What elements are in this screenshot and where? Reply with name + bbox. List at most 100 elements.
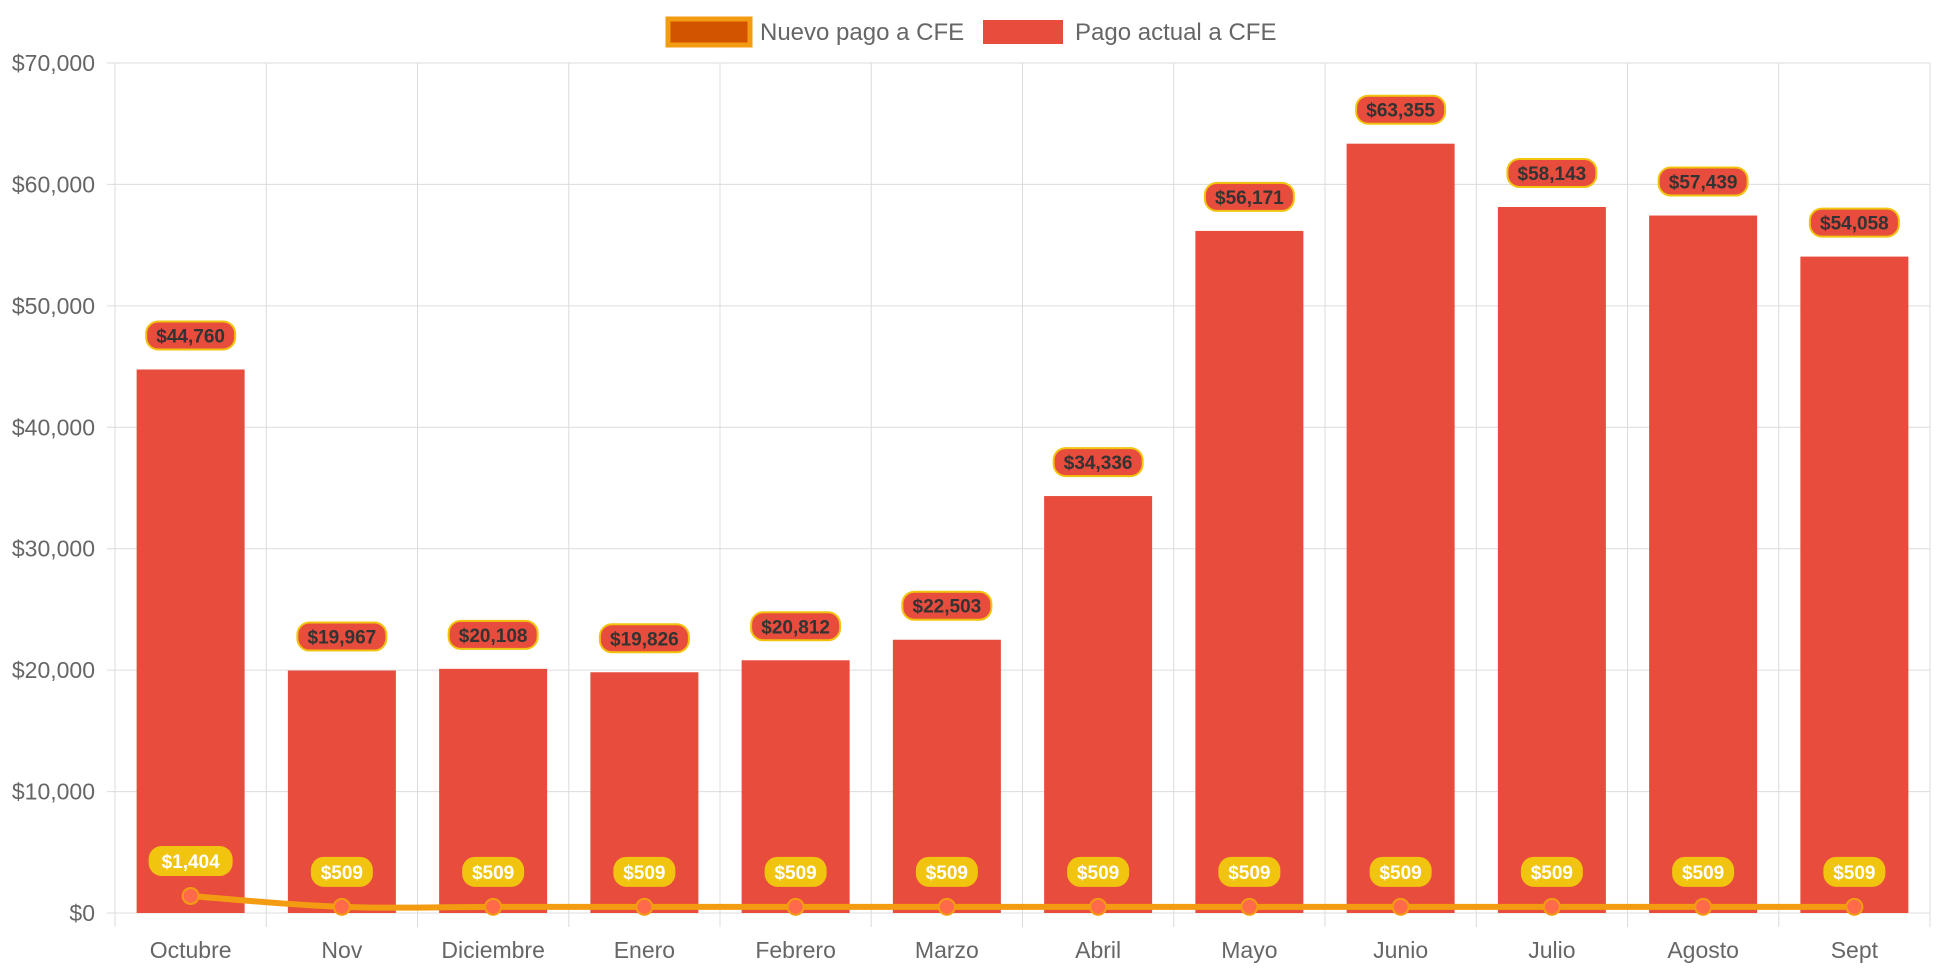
line-point[interactable] (1089, 897, 1108, 916)
bar-label-text: $58,143 (1518, 164, 1587, 185)
bar-label-text: $20,108 (459, 626, 528, 647)
x-tick-label: Sept (1831, 937, 1879, 963)
bar-label-badge (901, 590, 993, 621)
line-label-text: $509 (321, 863, 363, 884)
line-point[interactable] (635, 897, 654, 916)
bar-label-text: $57,439 (1669, 173, 1738, 194)
line-point[interactable] (1845, 897, 1864, 916)
bar-value-label: $54,058 (1808, 207, 1900, 238)
legend-item-pago-actual[interactable]: Pago actual a CFE (983, 19, 1276, 46)
line-label-text: $509 (1228, 863, 1270, 884)
bar[interactable] (1346, 143, 1455, 914)
bar-label-text: $20,812 (761, 617, 830, 638)
bar[interactable] (1649, 215, 1758, 913)
line-label-badge (1067, 856, 1130, 887)
x-tick-label: Marzo (915, 937, 979, 963)
line-label-badge (1218, 856, 1281, 887)
line-point[interactable] (181, 886, 200, 905)
line-point[interactable] (332, 897, 351, 916)
line-point[interactable] (1391, 897, 1410, 916)
bar[interactable] (1800, 256, 1909, 913)
line-value-label: $1,404 (148, 845, 233, 876)
line-label-text: $509 (623, 863, 665, 884)
line-value-label: $509 (613, 856, 676, 887)
bar-value-label: $20,812 (750, 611, 842, 642)
line-label-text: $509 (1379, 863, 1421, 884)
legend-label-pago-actual: Pago actual a CFE (1075, 19, 1276, 46)
y-tick-label: $60,000 (12, 171, 95, 197)
bar[interactable] (1497, 206, 1606, 914)
line-value-label: $509 (1823, 856, 1886, 887)
bar-label-text: $19,826 (610, 629, 679, 650)
line-point[interactable] (1694, 897, 1713, 916)
legend-item-nuevo-pago[interactable]: Nuevo pago a CFE (665, 16, 964, 48)
line-value-label: $509 (1672, 856, 1735, 887)
y-tick-label: $50,000 (12, 293, 95, 319)
y-tick-label: $10,000 (12, 779, 95, 805)
x-tick-label: Nov (321, 937, 362, 963)
x-tick-label: Diciembre (441, 937, 545, 963)
y-tick-label: $40,000 (12, 414, 95, 440)
bar-value-label: $19,967 (296, 621, 388, 652)
bar-value-labels: $44,760 $19,967 $20,108 $19,826 $20,812 $22,5… (145, 94, 1900, 654)
line-point[interactable] (1240, 897, 1259, 916)
legend-swatch-pago-actual (983, 20, 1063, 44)
bar-label-text: $56,171 (1215, 188, 1284, 209)
bar-value-label: $19,826 (598, 623, 690, 654)
x-tick-label: Mayo (1221, 937, 1277, 963)
line-point[interactable] (484, 897, 503, 916)
line-label-badge (915, 856, 978, 887)
line-value-label: $509 (1218, 856, 1281, 887)
nuevo-pago-line (187, 892, 1858, 911)
legend-label-nuevo-pago: Nuevo pago a CFE (760, 19, 964, 46)
bar-label-badge (1657, 166, 1749, 197)
line-point[interactable] (937, 897, 956, 916)
y-tick-label: $20,000 (12, 657, 95, 683)
line-value-label: $509 (1369, 856, 1432, 887)
line-value-label: $509 (915, 856, 978, 887)
line-value-label: $509 (310, 856, 373, 887)
bar-label-badge (447, 619, 539, 650)
bar-label-text: $63,355 (1366, 101, 1435, 122)
bar-label-text: $44,760 (156, 326, 225, 347)
x-tick-label: Abril (1075, 937, 1121, 963)
legend-swatch-nuevo-pago (665, 16, 753, 48)
bar-value-label: $57,439 (1657, 166, 1749, 197)
bar[interactable] (1044, 496, 1153, 913)
line-label-text: $509 (1682, 863, 1724, 884)
line-label-badge (462, 856, 525, 887)
x-tick-label: Enero (614, 937, 675, 963)
line-label-badge (1369, 856, 1432, 887)
bar[interactable] (1195, 230, 1304, 913)
line-value-label: $509 (1067, 856, 1130, 887)
line-label-badge (1672, 856, 1735, 887)
x-tick-label: Julio (1528, 937, 1575, 963)
line-label-badge (1823, 856, 1886, 887)
bar-value-label: $20,108 (447, 619, 539, 650)
y-tick-label: $0 (69, 900, 95, 926)
y-tick-label: $30,000 (12, 536, 95, 562)
line-label-text: $509 (1077, 863, 1119, 884)
bar-label-badge (1506, 157, 1598, 188)
legend: Nuevo pago a CFE Pago actual a CFE (665, 16, 1276, 48)
line-value-label: $509 (1520, 856, 1583, 887)
line-point[interactable] (1542, 897, 1561, 916)
line-label-badge (310, 856, 373, 887)
x-tick-label: Junio (1373, 937, 1428, 963)
x-axis: Octubre Nov Diciembre Enero Febrero Marzo Abri… (150, 937, 1879, 963)
line-label-text: $509 (926, 863, 968, 884)
line-point[interactable] (786, 897, 805, 916)
y-tick-label: $70,000 (12, 50, 95, 76)
line-series (181, 886, 1864, 916)
line-label-text: $509 (1531, 863, 1573, 884)
bar-label-badge (598, 623, 690, 654)
x-tick-label: Agosto (1667, 937, 1739, 963)
line-value-label: $509 (764, 856, 827, 887)
x-tick-label: Febrero (755, 937, 836, 963)
line-value-labels: $1,404 $509 $509 $509 $509 $509 $509 $509 $509 $5… (148, 845, 1886, 887)
line-label-badge (613, 856, 676, 887)
bar-label-badge (750, 611, 842, 642)
bar[interactable] (136, 369, 245, 913)
